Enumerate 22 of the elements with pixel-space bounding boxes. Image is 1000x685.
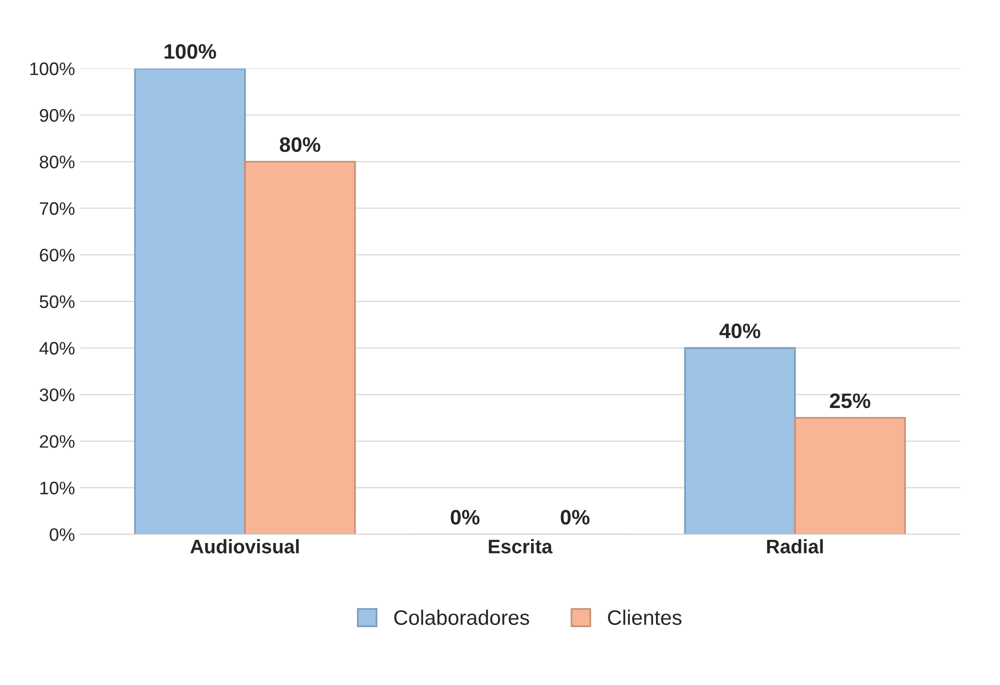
y-tick-label: 70%	[40, 202, 74, 215]
legend-label: Clientes	[608, 610, 682, 625]
y-tick-label: 40%	[39, 342, 74, 355]
data-label: 0%	[450, 510, 480, 525]
data-label: 0%	[560, 510, 590, 525]
x-tick-label: Audiovisual	[190, 539, 299, 554]
y-tick-label: 50%	[40, 295, 74, 308]
x-tick-label: Radial	[767, 539, 823, 554]
data-label: 80%	[280, 137, 320, 152]
y-tick-label: 30%	[40, 388, 74, 402]
y-tick-label: 0%	[50, 528, 74, 542]
y-tick-label: 80%	[40, 156, 74, 168]
x-tick-label: Escrita	[488, 539, 553, 554]
data-label: 40%	[719, 324, 760, 338]
y-tick-label: 10%	[40, 482, 74, 494]
data-label: 100%	[164, 44, 216, 59]
y-tick-label: 60%	[40, 248, 74, 262]
y-tick-label: 90%	[40, 109, 74, 122]
y-tick-label: 20%	[40, 435, 74, 448]
y-tick-label: 100%	[30, 62, 74, 76]
legend-label: Colaboradores	[394, 610, 530, 625]
data-label: 25%	[830, 393, 870, 408]
